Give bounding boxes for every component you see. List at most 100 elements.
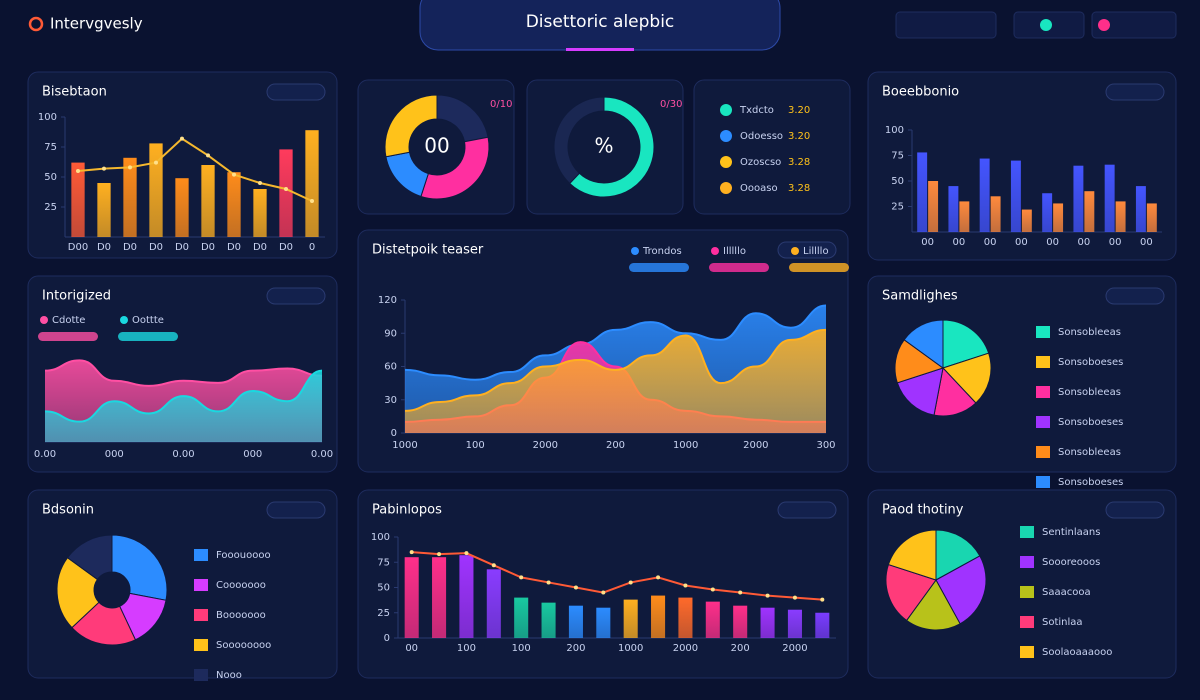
panel-toggle[interactable] (266, 287, 326, 305)
area (405, 329, 826, 433)
x-tick-label: 0.00 (172, 449, 194, 460)
bar (459, 555, 474, 638)
bar (705, 601, 720, 638)
line-point (232, 172, 236, 177)
x-tick-label: 100 (512, 643, 531, 654)
legend-swatch (194, 549, 208, 561)
legend-label: Sonsobleeas (1058, 447, 1121, 458)
list-value: 3.20 (788, 131, 810, 142)
legend-swatch (1036, 446, 1050, 458)
line-point (601, 590, 606, 595)
legend-swatch (1036, 386, 1050, 398)
line-point (128, 165, 132, 170)
slice (56, 556, 100, 629)
x-tick-label: 00 (953, 237, 966, 248)
x-tick-label: 300 (816, 440, 835, 451)
x-tick-label: 000 (105, 449, 124, 460)
panel-title: Paod thotiny (882, 503, 964, 518)
legend-label: Illlllo (723, 246, 746, 257)
widget-dot (1098, 19, 1110, 31)
page-title: Disettoric alepbic (526, 12, 675, 32)
panel (867, 71, 1177, 261)
legend-swatch (194, 609, 208, 621)
x-tick-label: D0 (97, 242, 111, 253)
legend-pill (709, 263, 769, 272)
legend-swatch (791, 247, 799, 255)
bar (71, 162, 85, 237)
line (404, 304, 827, 381)
y-tick-label: 0 (384, 633, 390, 644)
logo[interactable]: Intervgvesly (50, 15, 143, 33)
bar (514, 597, 529, 638)
panel-toggle[interactable] (1105, 83, 1165, 101)
widget[interactable] (1091, 11, 1177, 39)
y-tick-label: 50 (44, 172, 57, 183)
bar (1135, 186, 1146, 232)
panel-title: Pabinlopos (372, 503, 442, 518)
y-tick-label: 75 (891, 151, 904, 162)
bar (486, 569, 501, 638)
panel-title: Bisebtaon (42, 85, 107, 100)
list-label: Txdcto (739, 105, 774, 116)
x-tick-label: 00 (1109, 237, 1122, 248)
panel-title: Boeebbonio (882, 85, 959, 100)
x-tick-label: D0 (253, 242, 267, 253)
x-tick-label: 200 (566, 643, 585, 654)
panel-toggle[interactable] (1105, 287, 1165, 305)
y-tick-label: 75 (377, 557, 390, 568)
bar (651, 595, 666, 638)
bar (1073, 165, 1084, 232)
slice (887, 529, 937, 581)
bar (568, 605, 583, 638)
panel-toggle[interactable] (777, 501, 837, 519)
x-tick-label: D0 (227, 242, 241, 253)
legend-label: Oottte (132, 315, 164, 326)
line (44, 369, 323, 423)
x-tick-label: 2000 (782, 643, 807, 654)
legend-swatch (1020, 586, 1034, 598)
legend-swatch (1036, 356, 1050, 368)
panel-toggle[interactable] (266, 83, 326, 101)
slice (569, 96, 655, 198)
line (404, 328, 827, 412)
legend-label: Sonsoboeses (1058, 417, 1123, 428)
panel-toggle[interactable] (266, 501, 326, 519)
bar (733, 605, 748, 638)
legend-label: Sonsobleeas (1058, 327, 1121, 338)
x-tick-label: 1000 (618, 643, 643, 654)
bar (1042, 193, 1053, 232)
widget[interactable] (895, 11, 997, 39)
y-tick-label: 120 (378, 295, 397, 306)
x-tick-label: 000 (243, 449, 262, 460)
bar (541, 602, 556, 638)
legend-swatch (1020, 646, 1034, 658)
bar (596, 607, 611, 638)
line-point (738, 590, 743, 595)
y-tick-label: 30 (384, 395, 397, 406)
legend-swatch (194, 639, 208, 651)
x-tick-label: 2000 (673, 643, 698, 654)
x-tick-label: 0.00 (311, 449, 333, 460)
panel-toggle[interactable] (1105, 501, 1165, 519)
x-tick-label: 2000 (743, 440, 768, 451)
bar (928, 181, 939, 232)
line-point (820, 597, 825, 602)
y-tick-label: 25 (377, 608, 390, 619)
legend-pill (118, 332, 178, 341)
y-tick-label: 100 (885, 125, 904, 136)
legend-label: Saaacooa (1042, 587, 1091, 598)
panel-title: Intorigized (42, 289, 111, 304)
legend-label: Sotinlaa (1042, 617, 1083, 628)
x-tick-label: D0 (123, 242, 137, 253)
x-tick-label: 00 (1078, 237, 1091, 248)
bar (227, 172, 241, 237)
x-tick-label: 2000 (533, 440, 558, 451)
line-point (519, 575, 524, 580)
y-tick-label: 90 (384, 328, 397, 339)
legend-label: Sonsoboeses (1058, 477, 1123, 488)
y-tick-label: 100 (38, 112, 57, 123)
list-dot (720, 104, 732, 116)
bar (123, 157, 137, 237)
x-tick-label: 200 (606, 440, 625, 451)
slice (66, 534, 113, 581)
